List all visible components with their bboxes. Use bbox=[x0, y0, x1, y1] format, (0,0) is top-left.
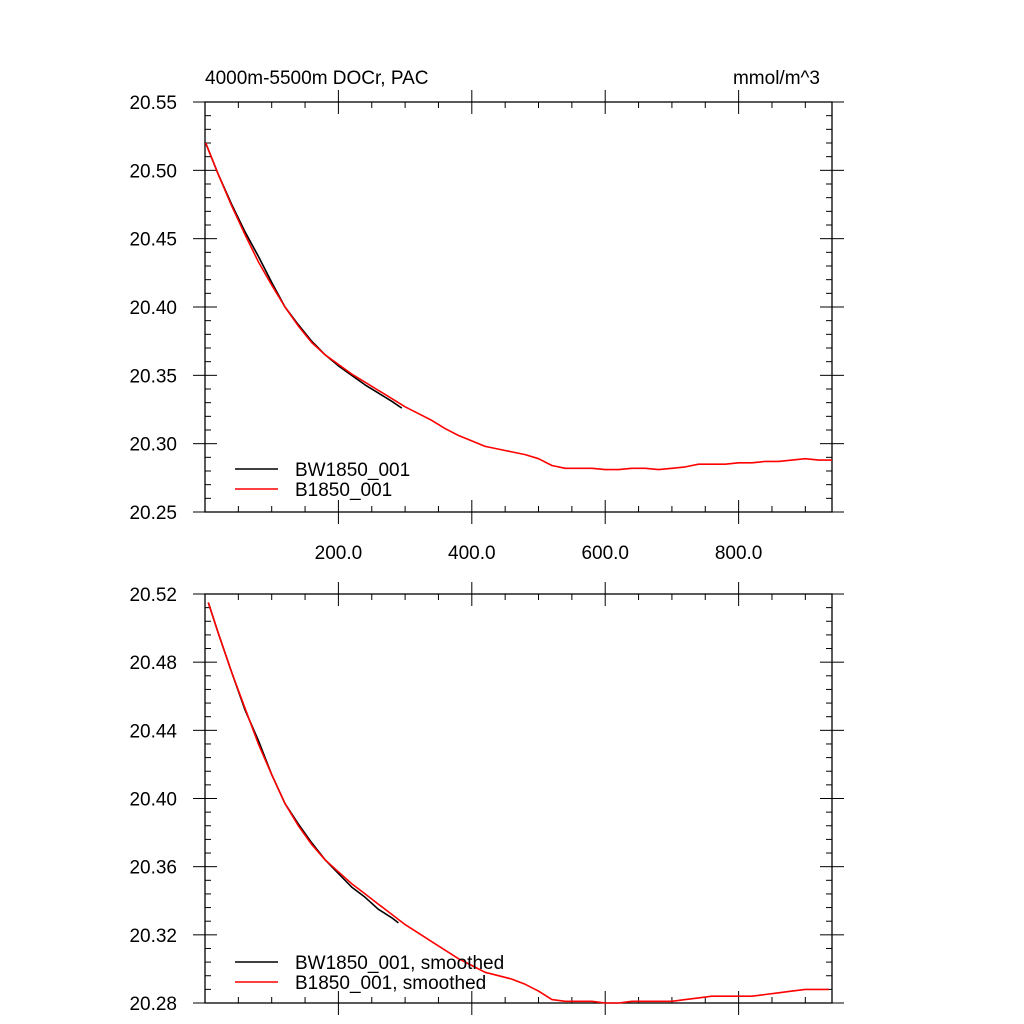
figure-title: 4000m-5500m DOCr, PAC bbox=[205, 68, 429, 89]
series-line-red bbox=[204, 142, 832, 471]
y-tick-label: 20.35 bbox=[129, 366, 177, 387]
series-line-black bbox=[204, 142, 403, 409]
y-tick-label: 20.30 bbox=[129, 435, 177, 456]
x-tick-label: 800.0 bbox=[715, 543, 763, 564]
y-tick-label: 20.32 bbox=[129, 926, 177, 947]
legend-label: B1850_001 bbox=[295, 480, 392, 501]
legend-label: B1850_001, smoothed bbox=[295, 973, 486, 994]
y-tick-label: 20.40 bbox=[129, 790, 177, 811]
y-tick-label: 20.48 bbox=[129, 653, 177, 674]
y-tick-label: 20.45 bbox=[129, 230, 177, 251]
bottom-panel: 20.28 20.32 20.36 20.40 20.44 20.48 20.52 BW185… bbox=[129, 582, 844, 1015]
plot-frame bbox=[204, 593, 833, 1004]
y-tick-label: 20.50 bbox=[129, 161, 177, 182]
top-panel: 200.0 400.0 600.0 800.0 20.25 20.30 20.35 20.40… bbox=[129, 90, 844, 564]
units-label: mmol/m^3 bbox=[733, 68, 820, 89]
y-tick-label: 20.44 bbox=[129, 721, 177, 742]
x-tick-label: 600.0 bbox=[581, 543, 629, 564]
y-tick-label: 20.28 bbox=[129, 994, 177, 1015]
series-line-black bbox=[207, 602, 399, 924]
y-tick-label: 20.25 bbox=[129, 503, 177, 524]
x-tick-label: 200.0 bbox=[315, 543, 363, 564]
y-tick-label: 20.52 bbox=[129, 585, 177, 606]
plot-frame bbox=[204, 101, 833, 513]
y-tick-label: 20.36 bbox=[129, 858, 177, 879]
x-tick-label: 400.0 bbox=[448, 543, 496, 564]
legend-label: BW1850_001, smoothed bbox=[295, 953, 504, 974]
series-line-red bbox=[207, 602, 829, 1004]
y-tick-label: 20.40 bbox=[129, 298, 177, 319]
y-tick-label: 20.55 bbox=[129, 93, 177, 114]
legend-label: BW1850_001 bbox=[295, 460, 410, 481]
